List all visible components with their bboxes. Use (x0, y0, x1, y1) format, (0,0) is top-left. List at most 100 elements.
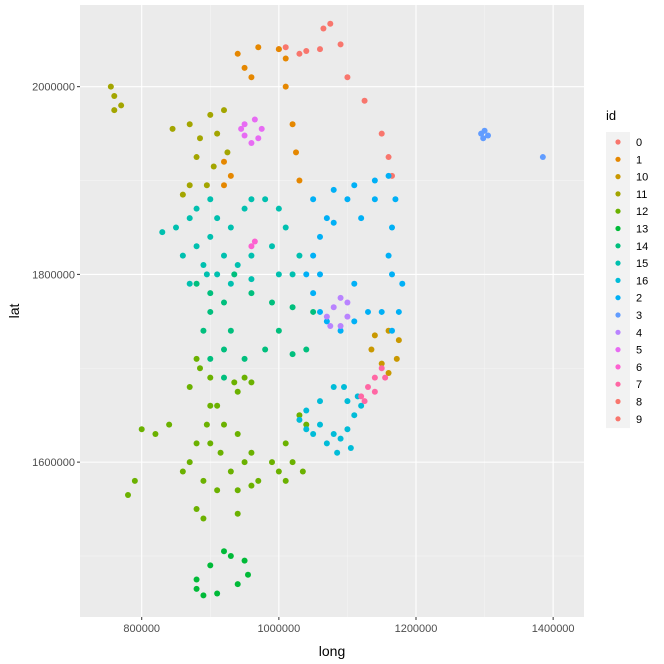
legend-label: 15 (636, 258, 648, 270)
legend-key (615, 295, 621, 301)
data-point (234, 430, 241, 437)
data-point (310, 308, 317, 315)
legend-key (615, 243, 621, 249)
y-tick-label: 1600000 (32, 457, 75, 469)
data-point (393, 355, 400, 362)
data-point (193, 243, 200, 250)
data-point (214, 487, 221, 494)
x-tick-label: 1000000 (257, 623, 300, 635)
x-axis-title: long (319, 643, 345, 659)
data-point (241, 121, 248, 128)
data-point (193, 576, 200, 583)
data-point (389, 327, 395, 334)
legend-label: 10 (636, 172, 648, 184)
data-point (275, 46, 282, 53)
data-point (221, 374, 227, 381)
data-point (245, 571, 251, 578)
data-point (248, 449, 255, 456)
data-point (378, 365, 385, 372)
data-point (231, 379, 238, 386)
data-point (203, 182, 210, 189)
data-point (186, 215, 193, 222)
data-point (320, 25, 327, 32)
data-point (241, 132, 248, 139)
data-point (275, 468, 282, 475)
legend-key (615, 416, 621, 422)
data-point (227, 280, 234, 287)
data-point (169, 125, 176, 132)
data-point (193, 355, 200, 362)
data-point (224, 149, 231, 156)
data-point (221, 548, 227, 555)
x-tick-label: 1200000 (395, 623, 438, 635)
grid (80, 5, 584, 617)
data-point (262, 196, 269, 203)
data-point (481, 127, 488, 134)
data-point (193, 280, 200, 287)
legend-label: 5 (636, 345, 642, 357)
legend-label: 8 (636, 397, 642, 409)
data-point (389, 271, 395, 278)
data-point (234, 388, 241, 395)
data-point (207, 111, 214, 118)
data-point (217, 449, 224, 456)
legend-title: id (606, 108, 616, 123)
data-point (358, 215, 365, 222)
data-point (255, 135, 262, 142)
data-point (310, 290, 317, 297)
legend-label: 7 (636, 379, 642, 391)
data-point (241, 64, 248, 71)
legend-label: 16 (636, 275, 648, 287)
data-point (330, 384, 337, 391)
data-point (200, 515, 207, 522)
data-point (289, 304, 296, 311)
legend-key (615, 364, 621, 370)
data-point (241, 355, 248, 362)
data-point (289, 459, 296, 466)
data-point (365, 384, 371, 391)
data-point (248, 379, 255, 386)
data-point (200, 327, 207, 334)
data-point (214, 402, 221, 409)
data-point (210, 163, 217, 170)
data-point (193, 154, 200, 161)
data-point (234, 581, 241, 588)
data-point (344, 398, 351, 405)
data-point (337, 323, 344, 330)
data-point (310, 252, 317, 259)
data-point (152, 430, 159, 437)
legend-label: 4 (636, 327, 642, 339)
data-point (317, 271, 323, 278)
x-tick-label: 800000 (123, 623, 160, 635)
data-point (344, 74, 351, 81)
data-point (371, 177, 378, 184)
data-point (371, 196, 378, 203)
data-point (227, 224, 234, 231)
legend-label: 14 (636, 241, 648, 253)
data-point (221, 158, 227, 165)
axes: 800000 1000000 1200000 1400000 1600000 180000… (32, 82, 574, 635)
data-point (221, 421, 227, 428)
data-point (299, 468, 306, 475)
data-point (241, 205, 248, 212)
data-point (358, 393, 365, 400)
data-point (341, 384, 347, 391)
data-point (344, 426, 351, 433)
data-point (385, 369, 392, 376)
data-point (248, 276, 255, 283)
data-point (241, 374, 248, 381)
data-point (296, 177, 303, 184)
data-point (337, 294, 344, 301)
data-point (389, 224, 395, 231)
data-point (255, 477, 262, 484)
data-point (351, 412, 358, 419)
data-point (166, 421, 173, 428)
data-point (231, 271, 238, 278)
data-point (361, 398, 368, 405)
legend-label: 0 (636, 137, 642, 149)
data-point (138, 426, 145, 433)
legend-label: 9 (636, 414, 642, 426)
data-point (385, 172, 392, 179)
data-point (382, 374, 389, 381)
data-point (282, 83, 289, 90)
